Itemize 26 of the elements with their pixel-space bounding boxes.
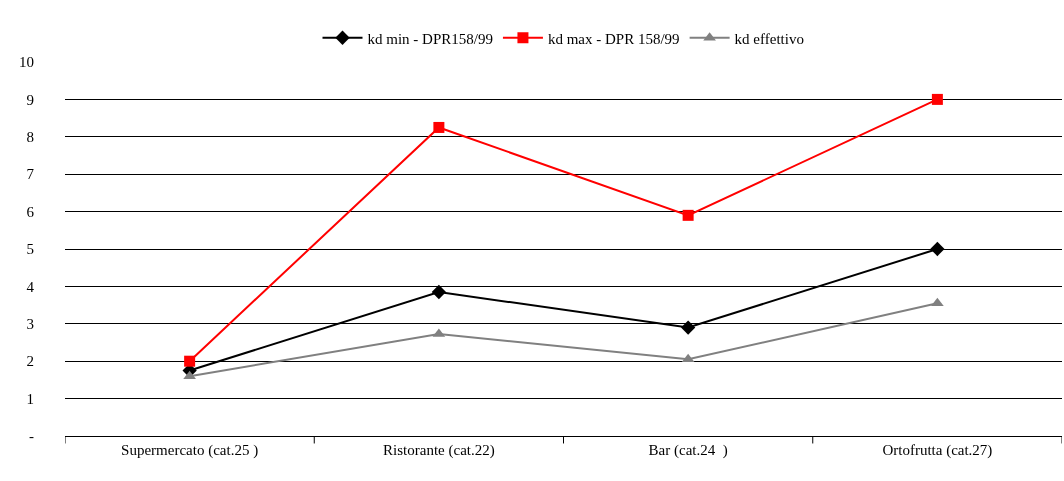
x-tick-label: Supermercato (cat.25 ) (121, 442, 259, 459)
legend-label: kd max - DPR 158/99 (547, 30, 680, 47)
x-tick-label: Ristorante (cat.22) (383, 442, 495, 459)
y-tick-label: 1 (26, 390, 34, 407)
x-tick-label: Bar (cat.24 ) (648, 442, 728, 459)
point (433, 121, 445, 133)
point (680, 320, 696, 335)
legend-label: kd effettivo (734, 30, 804, 47)
point (931, 93, 943, 105)
point (431, 284, 447, 300)
y-tick-label: 2 (26, 353, 34, 370)
point (681, 353, 695, 363)
y-tick-label: 9 (26, 91, 34, 108)
point (682, 209, 694, 221)
y-tick-label: 10 (19, 54, 34, 71)
y-tick-label: - (29, 428, 34, 445)
y-tick-label: 7 (26, 166, 35, 183)
y-tick-label: 3 (26, 316, 34, 333)
y-tick-label: 8 (26, 129, 34, 146)
x-tick-label: Ortofrutta (cat.27) (882, 442, 993, 459)
legend-label: kd min - DPR158/99 (367, 30, 493, 47)
point (930, 241, 945, 257)
point (184, 355, 196, 367)
y-tick-label: 6 (26, 203, 35, 220)
y-tick-label: 4 (26, 278, 35, 295)
y-tick-label: 5 (26, 241, 34, 258)
